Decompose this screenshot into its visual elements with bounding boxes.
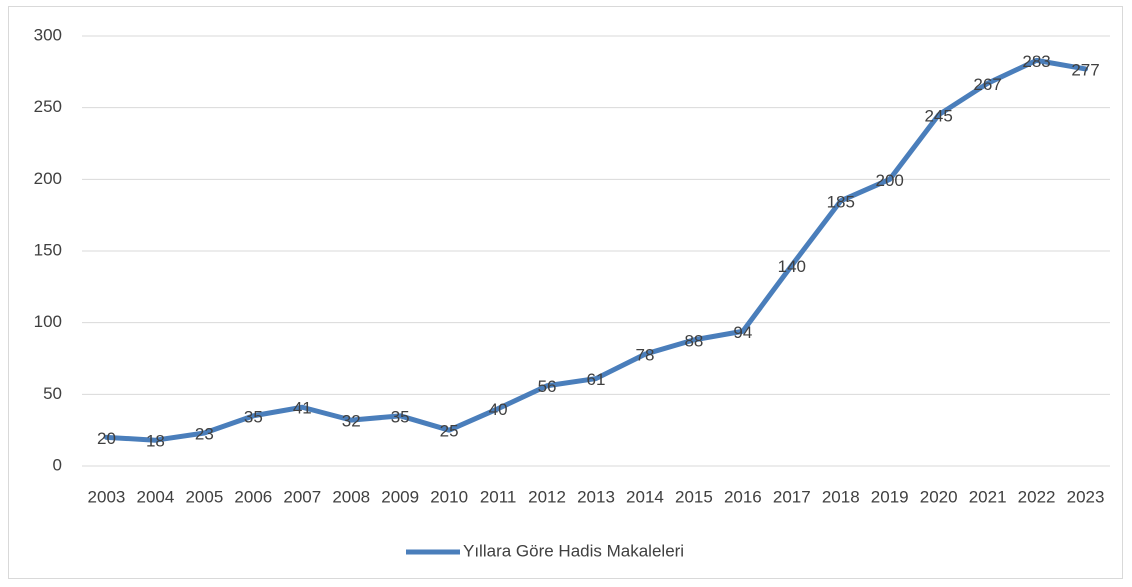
data-label: 18 (146, 432, 165, 451)
x-tick-label: 2005 (185, 487, 223, 506)
x-tick-label: 2016 (724, 487, 762, 506)
data-label: 140 (778, 257, 806, 276)
chart-border (8, 6, 1123, 579)
y-tick-label: 100 (34, 312, 62, 331)
x-tick-label: 2020 (920, 487, 958, 506)
x-tick-label: 2003 (88, 487, 126, 506)
legend-label: Yıllara Göre Hadis Makaleleri (463, 541, 684, 560)
data-label: 35 (244, 407, 263, 426)
x-tick-label: 2012 (528, 487, 566, 506)
data-label: 41 (293, 399, 312, 418)
y-tick-label: 50 (43, 384, 62, 403)
data-label: 32 (342, 412, 361, 431)
x-tick-label: 2021 (969, 487, 1007, 506)
x-tick-label: 2019 (871, 487, 909, 506)
data-label: 200 (876, 171, 904, 190)
x-tick-label: 2013 (577, 487, 615, 506)
x-tick-label: 2022 (1018, 487, 1056, 506)
line-series (103, 57, 1089, 443)
data-label: 245 (924, 106, 952, 125)
x-tick-label: 2017 (773, 487, 811, 506)
data-label: 40 (489, 400, 508, 419)
x-tick-label: 2006 (234, 487, 272, 506)
data-label: 94 (733, 323, 752, 342)
data-label: 20 (97, 429, 116, 448)
x-tick-label: 2023 (1067, 487, 1105, 506)
x-tick-label: 2007 (283, 487, 321, 506)
x-tick-label: 2009 (381, 487, 419, 506)
data-label: 25 (440, 422, 459, 441)
data-label: 88 (684, 331, 703, 350)
data-label: 283 (1022, 52, 1050, 71)
data-label: 35 (391, 407, 410, 426)
y-tick-label: 150 (34, 240, 62, 259)
y-tick-label: 0 (53, 455, 62, 474)
data-label: 78 (635, 346, 654, 365)
x-tick-label: 2015 (675, 487, 713, 506)
data-label: 185 (827, 192, 855, 211)
x-tick-label: 2018 (822, 487, 860, 506)
x-tick-label: 2008 (332, 487, 370, 506)
data-label: 277 (1071, 60, 1099, 79)
y-tick-label: 300 (34, 25, 62, 44)
data-label: 23 (195, 425, 214, 444)
x-tick-label: 2004 (137, 487, 175, 506)
y-tick-label: 250 (34, 97, 62, 116)
data-label: 61 (587, 370, 606, 389)
x-tick-label: 2014 (626, 487, 664, 506)
x-tick-label: 2011 (480, 487, 517, 506)
data-label: 56 (538, 377, 557, 396)
data-label: 267 (973, 75, 1001, 94)
y-tick-label: 200 (34, 169, 62, 188)
x-tick-label: 2010 (430, 487, 468, 506)
